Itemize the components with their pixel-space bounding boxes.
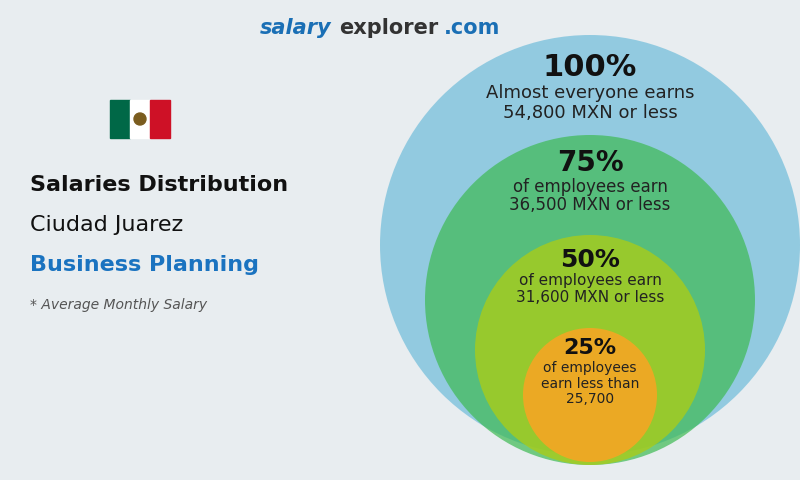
Circle shape <box>380 35 800 455</box>
Text: Business Planning: Business Planning <box>30 255 259 275</box>
Text: 100%: 100% <box>543 52 637 82</box>
Text: of employees: of employees <box>543 361 637 375</box>
Text: salary: salary <box>260 18 332 38</box>
Circle shape <box>523 328 657 462</box>
Text: 54,800 MXN or less: 54,800 MXN or less <box>502 104 678 122</box>
Text: of employees earn: of employees earn <box>518 274 662 288</box>
Text: Almost everyone earns: Almost everyone earns <box>486 84 694 102</box>
Bar <box>110 100 130 138</box>
Text: Ciudad Juarez: Ciudad Juarez <box>30 215 183 235</box>
Text: .com: .com <box>444 18 500 38</box>
Text: 31,600 MXN or less: 31,600 MXN or less <box>516 289 664 304</box>
Text: explorer: explorer <box>339 18 438 38</box>
Text: 36,500 MXN or less: 36,500 MXN or less <box>510 196 670 214</box>
Text: Salaries Distribution: Salaries Distribution <box>30 175 288 195</box>
Circle shape <box>134 113 146 125</box>
Circle shape <box>475 235 705 465</box>
Text: of employees earn: of employees earn <box>513 178 667 196</box>
Text: earn less than: earn less than <box>541 377 639 391</box>
Text: * Average Monthly Salary: * Average Monthly Salary <box>30 298 207 312</box>
Text: 50%: 50% <box>560 248 620 272</box>
Text: 25,700: 25,700 <box>566 392 614 406</box>
Text: 75%: 75% <box>557 149 623 177</box>
Circle shape <box>425 135 755 465</box>
Text: 25%: 25% <box>563 338 617 358</box>
Bar <box>150 100 170 138</box>
Bar <box>130 100 150 138</box>
